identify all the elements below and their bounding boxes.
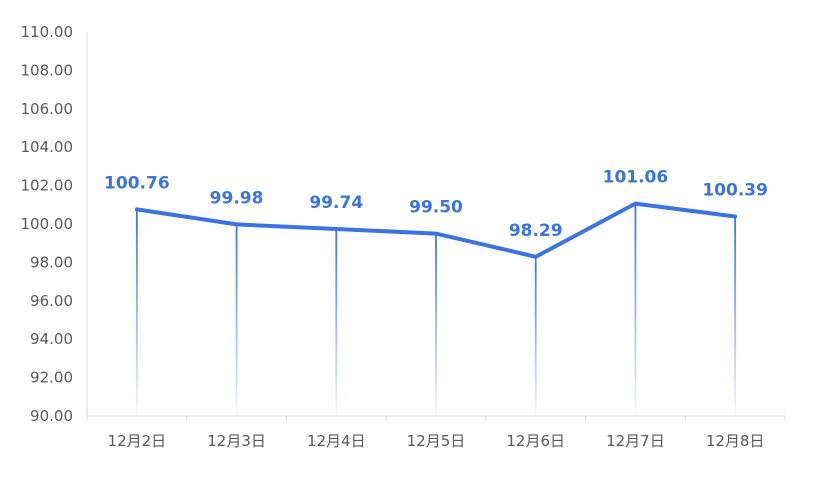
data-label: 100.39: [702, 181, 768, 201]
x-tick-label: 12月7日: [606, 432, 665, 450]
y-tick-label: 94.00: [30, 330, 73, 348]
data-label: 99.98: [210, 188, 264, 208]
data-label: 99.74: [309, 193, 363, 213]
data-label: 99.50: [409, 198, 463, 218]
y-tick-label: 102.00: [21, 177, 74, 195]
series-line: [134, 201, 738, 259]
drop-line: [534, 256, 537, 416]
y-tick-label: 90.00: [30, 407, 73, 425]
x-tick-label: 12月5日: [407, 432, 466, 450]
drop-line: [235, 224, 238, 416]
y-tick-label: 108.00: [21, 61, 74, 79]
x-tick-label: 12月2日: [108, 432, 167, 450]
drop-line: [435, 233, 437, 416]
y-tick-label: 96.00: [30, 292, 73, 310]
drop-line: [135, 209, 138, 416]
y-tick-label: 100.00: [21, 215, 74, 233]
y-tick-label: 92.00: [30, 369, 73, 387]
drop-line: [634, 203, 637, 416]
x-tick-label: 12月8日: [706, 432, 765, 450]
y-tick-label: 98.00: [30, 253, 73, 271]
data-label: 100.76: [104, 173, 170, 193]
data-label: 101.06: [603, 168, 669, 188]
x-tick-label: 12月3日: [207, 432, 266, 450]
drop-line: [335, 228, 338, 416]
y-tick-label: 104.00: [21, 138, 74, 156]
x-tick-label: 12月6日: [506, 432, 565, 450]
y-tick-label: 106.00: [21, 100, 74, 118]
drop-line: [734, 216, 737, 416]
y-tick-label: 110.00: [21, 23, 74, 41]
x-tick-label: 12月4日: [307, 432, 366, 450]
data-label: 98.29: [509, 221, 563, 241]
